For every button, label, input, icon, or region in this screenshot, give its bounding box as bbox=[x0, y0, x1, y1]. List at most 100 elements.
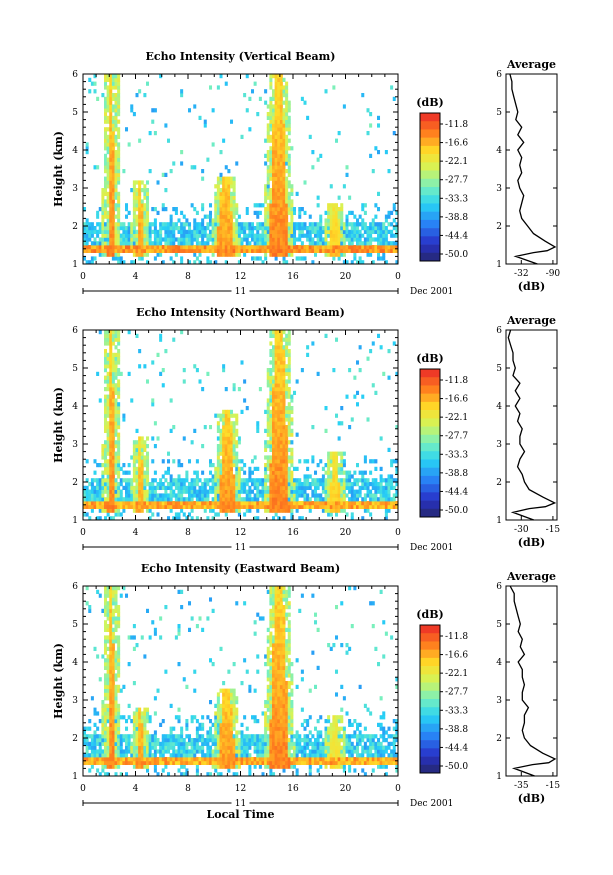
heatmap-cell bbox=[311, 222, 315, 227]
heatmap-cell bbox=[146, 757, 150, 762]
heatmap-cell bbox=[327, 218, 331, 223]
heatmap-cell bbox=[135, 719, 139, 724]
heatmap-cell bbox=[266, 176, 270, 181]
heatmap-cell bbox=[277, 387, 281, 392]
heatmap-cell bbox=[106, 444, 110, 449]
heatmap-cell bbox=[392, 497, 396, 502]
heatmap-cell bbox=[384, 493, 388, 498]
heatmap-cell bbox=[106, 669, 110, 674]
heatmap-cell bbox=[119, 760, 123, 765]
heatmap-cell bbox=[227, 245, 231, 250]
heatmap-cell bbox=[153, 131, 157, 136]
heatmap-cell bbox=[106, 161, 110, 166]
heatmap-cell bbox=[395, 504, 399, 509]
heatmap-cell bbox=[266, 463, 270, 468]
heatmap-cell bbox=[111, 248, 115, 253]
heatmap-cell bbox=[308, 222, 312, 227]
heatmap-cell bbox=[148, 738, 152, 743]
heatmap-cell bbox=[295, 508, 299, 513]
heatmap-cell bbox=[272, 207, 276, 212]
heatmap-cell bbox=[235, 218, 239, 223]
heatmap-cell bbox=[201, 387, 205, 392]
heatmap-cell bbox=[109, 650, 113, 655]
heatmap-cell bbox=[190, 485, 194, 490]
heatmap-cell bbox=[277, 371, 281, 376]
heatmap-cell bbox=[111, 214, 115, 219]
heatmap-cell bbox=[209, 248, 213, 253]
heatmap-cell bbox=[243, 229, 247, 234]
heatmap-cell bbox=[185, 768, 189, 773]
y-tick-label: 2 bbox=[72, 222, 78, 232]
heatmap-cell bbox=[177, 627, 181, 632]
heatmap-cell bbox=[353, 229, 357, 234]
heatmap-cell bbox=[111, 390, 115, 395]
heatmap-cell bbox=[214, 226, 218, 231]
heatmap-cell bbox=[274, 459, 278, 464]
heatmap-cell bbox=[85, 241, 89, 246]
heatmap-cell bbox=[358, 241, 362, 246]
heatmap-cell bbox=[117, 688, 121, 693]
heatmap-cell bbox=[277, 493, 281, 498]
heatmap-cell bbox=[98, 252, 102, 257]
heatmap-cell bbox=[311, 260, 315, 265]
heatmap-cell bbox=[98, 772, 102, 777]
heatmap-cell bbox=[248, 466, 252, 471]
heatmap-cell bbox=[83, 245, 87, 250]
heatmap-cell bbox=[159, 497, 163, 502]
heatmap-cell bbox=[374, 214, 378, 219]
heatmap-cell bbox=[222, 501, 226, 506]
heatmap-cell bbox=[106, 646, 110, 651]
heatmap-cell bbox=[245, 504, 249, 509]
heatmap-cell bbox=[106, 150, 110, 155]
heatmap-cell bbox=[211, 222, 215, 227]
heatmap-cell bbox=[269, 497, 273, 502]
heatmap-cell bbox=[132, 466, 136, 471]
heatmap-cell bbox=[327, 489, 331, 494]
heatmap-cell bbox=[83, 248, 87, 253]
heatmap-cell bbox=[180, 772, 184, 777]
heatmap-cell bbox=[111, 760, 115, 765]
colorbar-swatch bbox=[420, 385, 440, 394]
heatmap-cell bbox=[125, 245, 129, 250]
heatmap-cell bbox=[111, 402, 115, 407]
heatmap-cell bbox=[111, 662, 115, 667]
heatmap-cell bbox=[135, 218, 139, 223]
heatmap-cell bbox=[279, 222, 283, 227]
heatmap-cell bbox=[279, 146, 283, 151]
heatmap-cell bbox=[222, 229, 226, 234]
heatmap-cell bbox=[240, 489, 244, 494]
heatmap-cell bbox=[327, 233, 331, 238]
heatmap-cell bbox=[258, 504, 262, 509]
heatmap-cell bbox=[387, 169, 391, 174]
heatmap-cell bbox=[201, 226, 205, 231]
heatmap-cell bbox=[161, 226, 165, 231]
heatmap-cell bbox=[274, 345, 278, 350]
colorbar-swatch bbox=[420, 467, 440, 477]
colorbar-swatch bbox=[420, 137, 440, 147]
heatmap-cell bbox=[243, 485, 247, 490]
heatmap-cell bbox=[143, 195, 147, 200]
heatmap-cell bbox=[303, 226, 307, 231]
heatmap-cell bbox=[101, 711, 105, 716]
heatmap-cell bbox=[277, 161, 281, 166]
heatmap-cell bbox=[256, 241, 260, 246]
heatmap-cell bbox=[311, 459, 315, 464]
heatmap-cell bbox=[190, 501, 194, 506]
heatmap-cell bbox=[366, 504, 370, 509]
heatmap-cell bbox=[253, 203, 257, 208]
heatmap-cell bbox=[272, 191, 276, 196]
heatmap-cell bbox=[222, 504, 226, 509]
heatmap-cell bbox=[117, 203, 121, 208]
heatmap-cell bbox=[350, 222, 354, 227]
heatmap-cell bbox=[282, 398, 286, 403]
heatmap-cell bbox=[146, 459, 150, 464]
heatmap-cell bbox=[279, 444, 283, 449]
heatmap-cell bbox=[101, 444, 105, 449]
heatmap-cell bbox=[327, 210, 331, 215]
heatmap-cell bbox=[109, 677, 113, 682]
heatmap-cell bbox=[148, 757, 152, 762]
heatmap-cell bbox=[274, 108, 278, 113]
heatmap-cell bbox=[335, 229, 339, 234]
heatmap-cell bbox=[109, 616, 113, 621]
heatmap-cell bbox=[143, 726, 147, 731]
